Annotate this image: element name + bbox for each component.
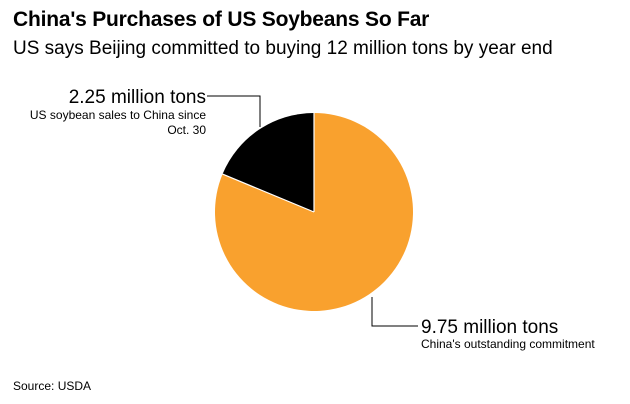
slice-divider xyxy=(222,173,315,213)
slice-value-label-1: 9.75 million tons xyxy=(421,317,558,338)
slice-desc-label-1: China's outstanding commitment xyxy=(421,337,595,351)
slice-desc-label-0: Oct. 30 xyxy=(167,123,206,137)
leader-line-1 xyxy=(371,297,418,327)
slice-desc-label-0: US soybean sales to China since xyxy=(30,108,206,122)
pie-slice-0 xyxy=(222,113,314,212)
leader-line-0 xyxy=(207,95,261,127)
chart-subtitle: US says Beijing committed to buying 12 m… xyxy=(13,38,553,59)
slice-value-label-0: 2.25 million tons xyxy=(69,87,206,108)
chart-title: China's Purchases of US Soybeans So Far xyxy=(13,8,430,31)
source-note: Source: USDA xyxy=(13,379,92,393)
